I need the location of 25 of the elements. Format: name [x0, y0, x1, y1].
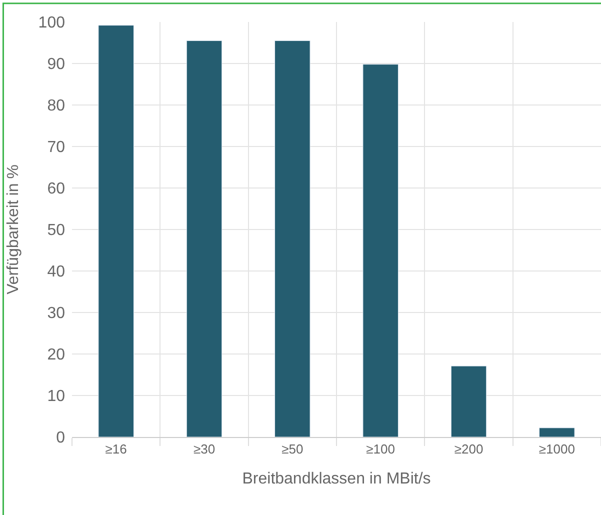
y-tick-label: 60 [47, 180, 66, 198]
y-tick-label: 50 [47, 222, 66, 240]
x-axis-title: Breitbandklassen in MBit/s [242, 470, 431, 488]
y-tick-label: 70 [47, 139, 66, 156]
y-tick-label: 100 [38, 14, 66, 32]
x-tick-label: ≥30 [193, 442, 216, 457]
bar [98, 25, 134, 437]
y-tick-label: 90 [47, 56, 66, 74]
bar [539, 428, 575, 437]
x-tick-label: ≥1000 [538, 442, 575, 457]
y-tick-label: 0 [56, 430, 66, 447]
x-tick-label: ≥200 [454, 442, 484, 457]
y-tick-label: 20 [47, 346, 66, 364]
x-tick-label: ≥50 [282, 442, 304, 457]
bar [186, 40, 222, 437]
y-tick-label: 80 [47, 98, 66, 115]
y-tick-label: 30 [47, 305, 66, 322]
y-axis-title: Verfügbarkeit in % [5, 164, 22, 294]
bar [362, 64, 398, 437]
bar [450, 366, 487, 437]
y-tick-label: 10 [47, 388, 66, 406]
bar [274, 40, 310, 437]
x-tick-label: ≥100 [366, 442, 395, 457]
y-tick-label: 40 [47, 264, 66, 281]
x-tick-label: ≥16 [105, 442, 127, 457]
